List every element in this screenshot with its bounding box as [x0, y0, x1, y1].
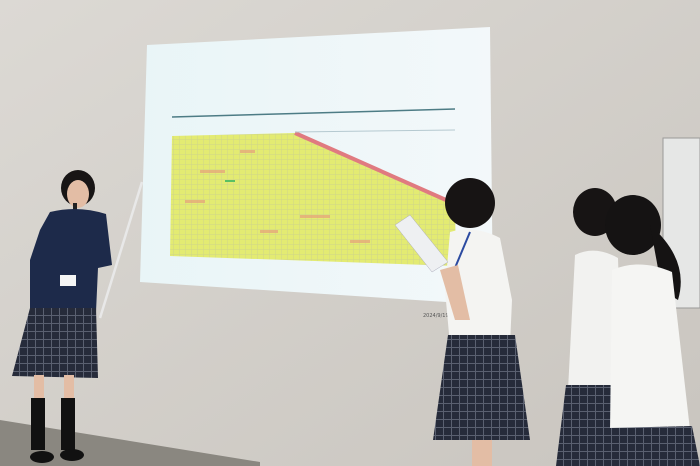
pointer-stick	[98, 181, 144, 319]
heatmap-green-cell	[225, 180, 235, 182]
heatmap-grid-top	[294, 129, 456, 133]
plaid-skirt	[12, 308, 98, 378]
arm	[440, 265, 470, 320]
person-student-4	[600, 195, 700, 466]
sock-right	[61, 398, 75, 450]
plaid-skirt	[433, 335, 530, 440]
slide-watermark: 2024/9/19	[423, 313, 449, 319]
white-shirt	[568, 250, 622, 390]
name-badge	[60, 275, 76, 286]
plaid-skirt	[556, 385, 620, 466]
hair	[605, 195, 661, 255]
slide-title-rule	[171, 108, 456, 118]
shoe-left	[30, 451, 54, 463]
heatmap-highlights	[185, 150, 370, 243]
person-presenter	[12, 170, 112, 463]
heatmap-table	[170, 133, 456, 266]
heatmap-diagonal	[294, 131, 456, 206]
white-shirt	[610, 264, 690, 432]
face	[67, 180, 89, 208]
leg	[472, 440, 492, 466]
ponytail	[650, 225, 681, 300]
hair	[445, 178, 495, 228]
leg-left	[34, 375, 44, 403]
navy-shirt	[30, 208, 112, 312]
projection-screen: 2024/9/19	[140, 27, 493, 319]
leg-right	[64, 375, 74, 403]
shoe-right	[60, 449, 84, 461]
plaid-skirt	[600, 426, 700, 466]
person-student-3	[556, 188, 622, 466]
sock-left	[31, 398, 45, 450]
person-reader	[394, 178, 530, 466]
paper-sheet	[394, 214, 449, 273]
